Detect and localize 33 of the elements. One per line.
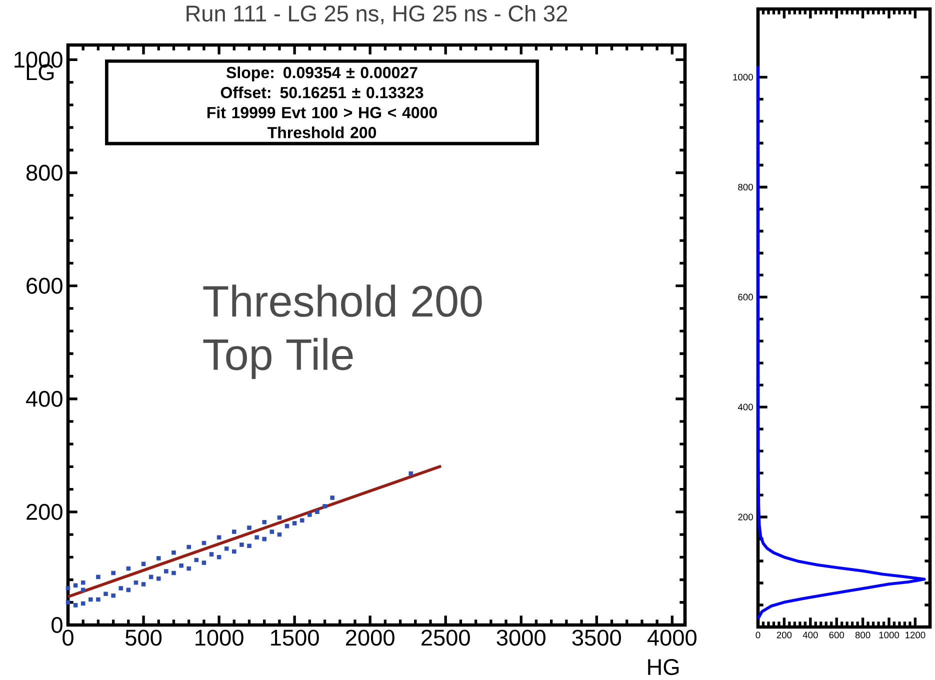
x-tick-label: 2500 [422,630,470,646]
y-tick-label: 400 [26,390,62,407]
x-tick-label: 400 [802,632,818,638]
annotation: Top Tile [203,338,353,379]
x-tick-label: 2000 [346,630,394,646]
chart-title: Run 111 - LG 25 ns, HG 25 ns - Ch 32 [186,4,567,24]
annotation: Offset: 50.16251 ± 0.13323 [220,86,424,98]
x-tick-label: 1200 [906,632,926,638]
annotation: Slope: 0.09354 ± 0.00027 [226,66,418,82]
annotation: Threshold 200 [268,126,376,138]
y-tick-label: 800 [26,164,62,181]
x-tick-label: 1500 [271,630,319,646]
x-axis-title: HG [648,659,679,676]
annotation: Threshold 200 [203,284,482,317]
x-tick-label: 3000 [496,630,546,646]
annotation: Fit 19999 Evt 100 > HG < 4000 [207,106,437,118]
x-tick-label: 500 [126,630,162,646]
y-tick-label: 1000 [733,74,753,80]
x-tick-label: 0 [756,632,760,638]
y-tick-label: 400 [738,404,753,410]
y-tick-label: 600 [26,278,62,294]
x-tick-label: 0 [62,630,74,646]
x-tick-label: 4000 [647,630,696,646]
x-tick-label: 800 [855,632,870,638]
y-tick-label: 600 [738,294,753,300]
y-tick-label: 200 [26,504,62,520]
y-tick-label: 800 [738,184,753,190]
x-tick-label: 3500 [572,630,621,646]
x-tick-label: 600 [829,632,844,638]
x-tick-label: 1000 [196,630,244,646]
y-tick-label: 200 [738,514,753,520]
x-tick-label: 1000 [879,632,900,638]
x-tick-label: 200 [776,632,792,638]
